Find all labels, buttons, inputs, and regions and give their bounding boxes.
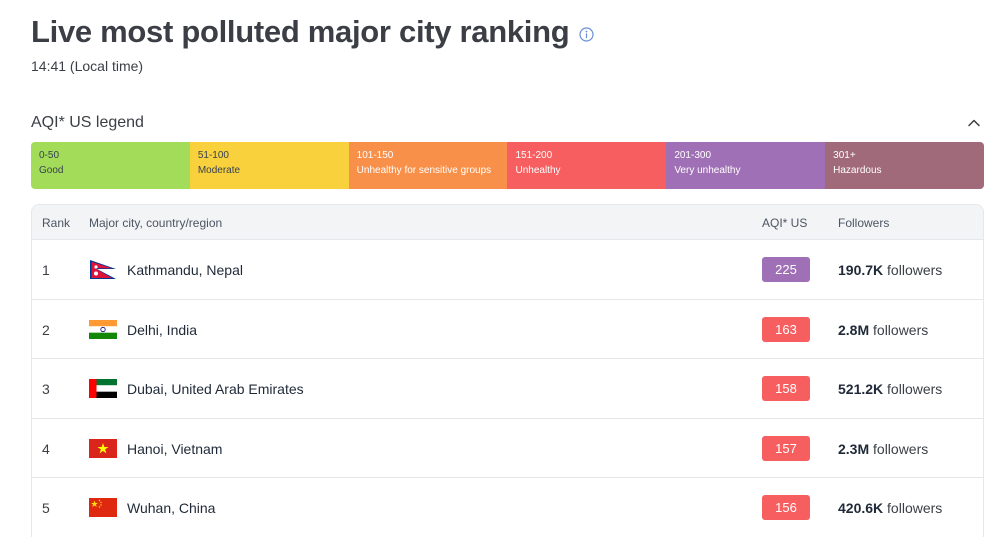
legend-label: Unhealthy for sensitive groups <box>356 165 492 176</box>
followers-count: 190.7K followers <box>838 262 942 278</box>
uae-flag-icon <box>89 379 117 399</box>
legend-label: Unhealthy <box>515 165 561 176</box>
legend-range: 301+ <box>833 150 856 161</box>
city-name[interactable]: Delhi, India <box>127 321 198 338</box>
rank-cell: 3 <box>42 381 50 398</box>
nepal-flag-icon <box>89 260 117 279</box>
followers-number: 2.3M <box>838 440 870 457</box>
column-header-followers[interactable]: Followers <box>838 216 890 230</box>
city-name[interactable]: Hanoi, Vietnam <box>127 440 223 457</box>
table-row[interactable]: 5 Wuhan, China 156 420.6K followers <box>32 477 983 537</box>
legend-segment-sensitive: 101-150 Unhealthy for sensitive groups <box>348 142 508 189</box>
aqi-badge: 163 <box>762 316 810 342</box>
chevron-up-icon[interactable] <box>966 115 982 131</box>
legend-segment-unhealthy: 151-200 Unhealthy <box>507 142 667 189</box>
legend-range: 101-150 <box>356 150 394 161</box>
table-row[interactable]: 2 Delhi, India 163 2.8M followers <box>32 298 983 359</box>
aqi-badge: 156 <box>762 495 810 521</box>
legend-range: 51-100 <box>197 150 229 161</box>
legend-range: 151-200 <box>515 150 553 161</box>
rank-cell: 5 <box>42 500 50 517</box>
legend-label: Very unhealthy <box>674 165 741 176</box>
followers-suffix: followers <box>883 500 943 517</box>
followers-suffix: followers <box>869 440 929 457</box>
title-row: Live most polluted major city ranking <box>31 14 595 50</box>
city-name[interactable]: Kathmandu, Nepal <box>127 262 243 278</box>
legend-segment-good: 0-50 Good <box>31 142 190 189</box>
legend-segment-hazardous: 301+ Hazardous <box>825 142 984 189</box>
page-title: Live most polluted major city ranking <box>31 14 570 49</box>
followers-count: 2.8M followers <box>838 322 928 338</box>
followers-number: 190.7K <box>838 262 884 278</box>
column-header-aqi[interactable]: AQI* US <box>762 216 808 230</box>
china-flag-icon <box>89 498 117 518</box>
aqi-badge: 158 <box>762 376 810 402</box>
india-flag-icon <box>89 319 117 339</box>
followers-number: 2.8M <box>838 321 870 338</box>
legend-range: 0-50 <box>39 150 60 161</box>
followers-suffix: followers <box>883 262 943 278</box>
info-icon[interactable] <box>579 26 595 42</box>
aqi-badge: 225 <box>762 257 810 282</box>
followers-number: 420.6K <box>838 500 884 517</box>
followers-suffix: followers <box>883 381 943 398</box>
table-row[interactable]: 4 Hanoi, Vietnam 157 2.3M followers <box>32 417 983 478</box>
legend-label: Moderate <box>197 165 241 176</box>
vietnam-flag-icon <box>89 438 117 458</box>
followers-count: 521.2K followers <box>838 381 942 397</box>
column-header-city[interactable]: Major city, country/region <box>89 216 223 230</box>
followers-suffix: followers <box>869 321 929 338</box>
legend-label: Hazardous <box>833 165 882 176</box>
aqi-badge: 157 <box>762 435 810 461</box>
table-row[interactable]: 3 Dubai, United Arab Emirates 158 521.2K… <box>32 358 983 418</box>
legend-header[interactable]: AQI* US legend <box>31 112 984 134</box>
city-name[interactable]: Dubai, United Arab Emirates <box>127 381 304 398</box>
ranking-table: Rank Major city, country/region AQI* US … <box>31 204 984 537</box>
column-header-rank[interactable]: Rank <box>42 216 71 230</box>
legend-segment-very-unhealthy: 201-300 Very unhealthy <box>666 142 826 189</box>
rank-cell: 4 <box>42 440 50 457</box>
legend-segment-moderate: 51-100 Moderate <box>189 142 349 189</box>
rank-cell: 1 <box>42 262 50 278</box>
legend-range: 201-300 <box>674 150 712 161</box>
aqi-legend-bar: 0-50 Good 51-100 Moderate 101-150 Unheal… <box>31 142 984 189</box>
legend-title: AQI* US legend <box>31 114 144 131</box>
followers-number: 521.2K <box>838 381 884 398</box>
followers-count: 420.6K followers <box>838 500 942 516</box>
local-time: 14:41 (Local time) <box>31 58 144 74</box>
rank-cell: 2 <box>42 321 50 338</box>
legend-label: Good <box>39 165 64 176</box>
table-row[interactable]: 1 Kathmandu, Nepal 225 190.7K followers <box>32 239 983 299</box>
followers-count: 2.3M followers <box>838 441 928 457</box>
table-header: Rank Major city, country/region AQI* US … <box>32 205 983 239</box>
city-name[interactable]: Wuhan, China <box>127 500 216 517</box>
